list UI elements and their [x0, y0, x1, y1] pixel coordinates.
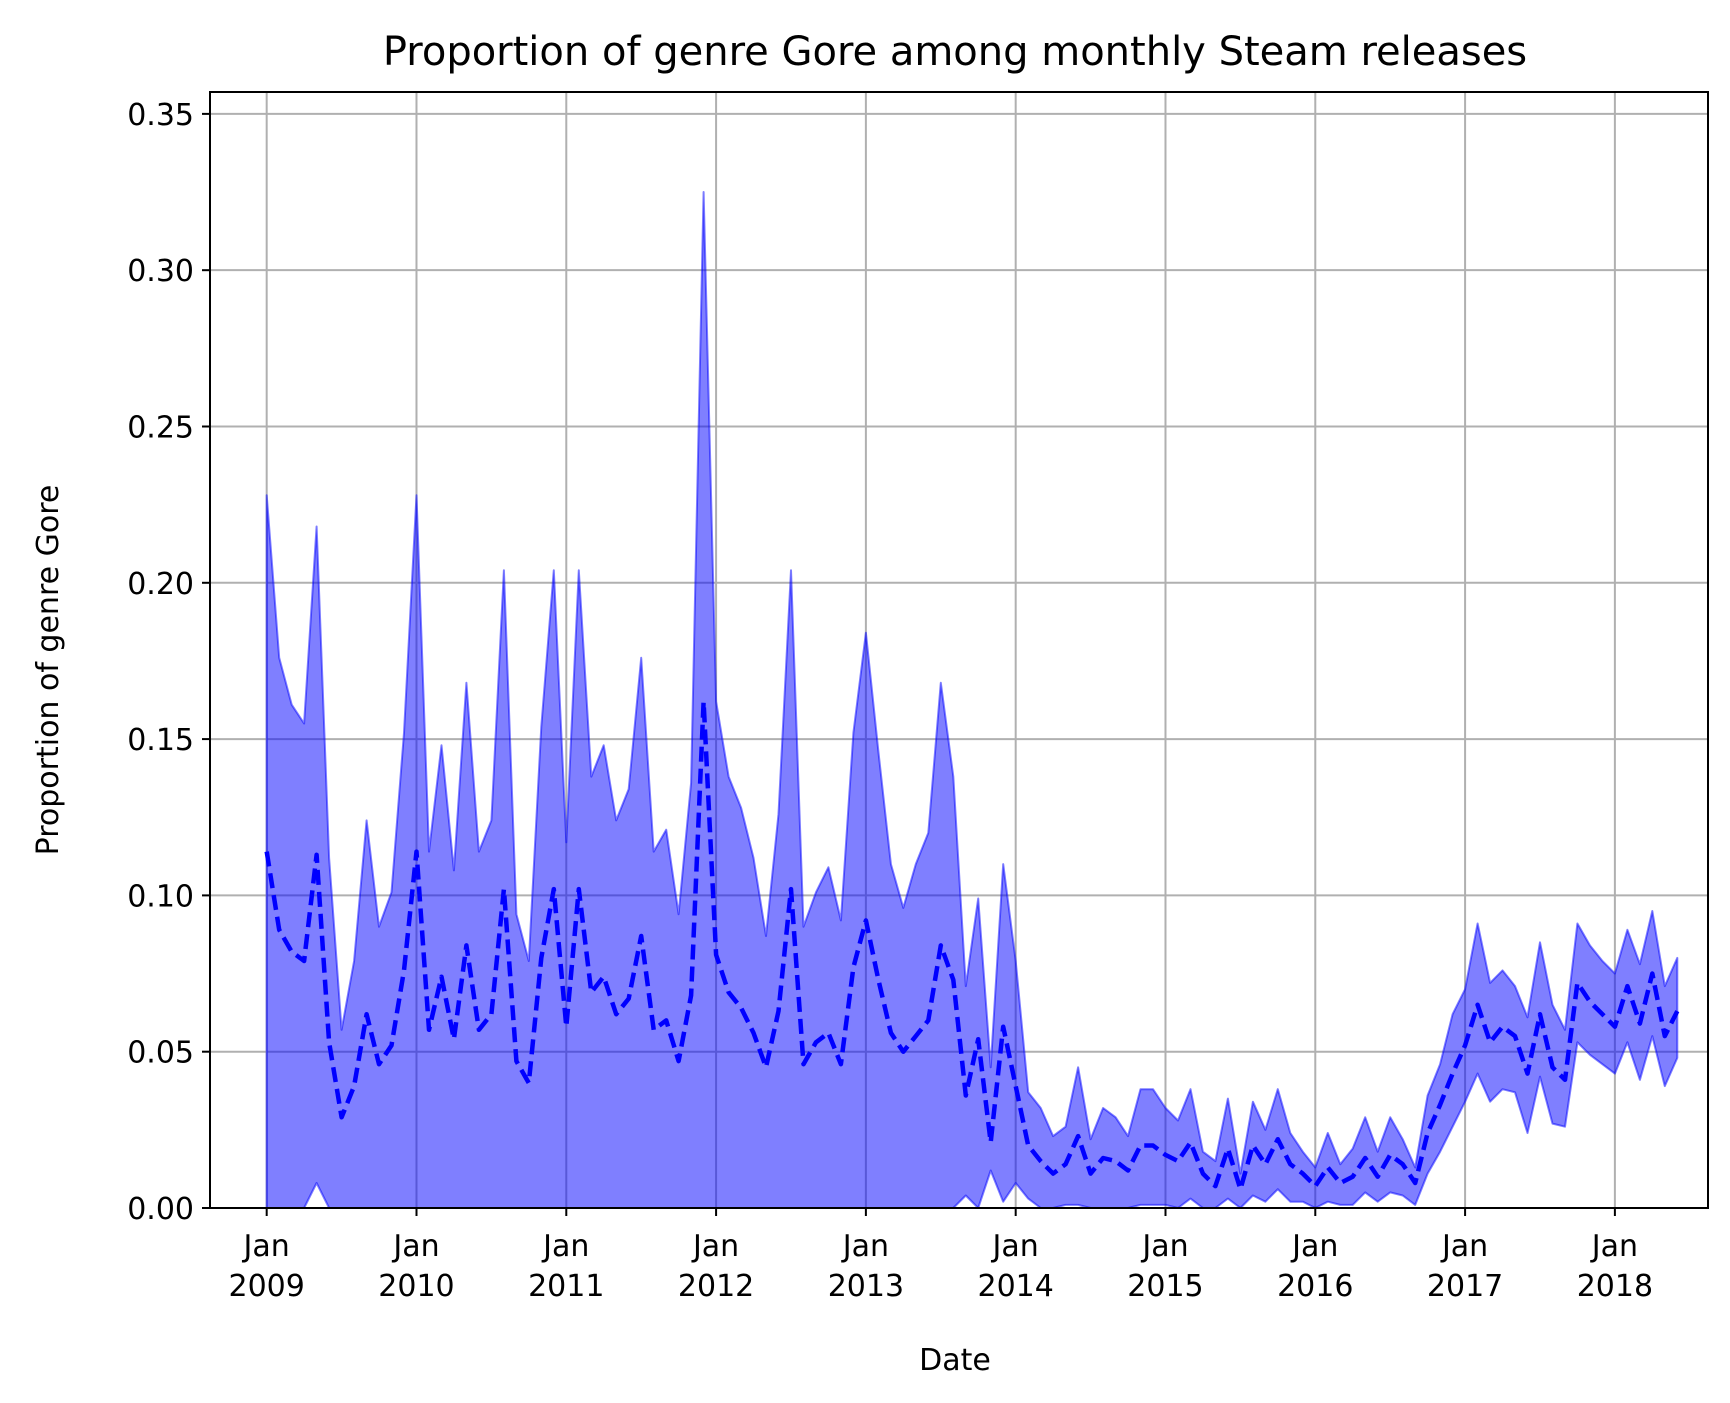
y-axis-label: Proportion of genre Gore [31, 485, 66, 856]
x-tick-label-month: Jan [391, 1229, 439, 1264]
x-tick-label-year: 2014 [978, 1269, 1054, 1304]
x-tick-label-month: Jan [691, 1229, 739, 1264]
x-tick-label-year: 2009 [229, 1269, 305, 1304]
y-tick-label: 0.20 [127, 567, 194, 602]
y-tick-label: 0.10 [127, 879, 194, 914]
x-tick-label-year: 2011 [528, 1269, 604, 1304]
y-tick-label: 0.25 [127, 410, 194, 445]
x-tick-label-month: Jan [1440, 1229, 1488, 1264]
series-dashed-line [264, 699, 1680, 1192]
y-tick-label: 0.35 [127, 98, 194, 133]
x-tick-label-year: 2017 [1427, 1269, 1503, 1304]
x-tick-label-month: Jan [1590, 1229, 1638, 1264]
x-tick-label-year: 2012 [678, 1269, 754, 1304]
x-tick-label-year: 2018 [1577, 1269, 1653, 1304]
y-tick-label: 0.00 [127, 1192, 194, 1227]
x-tick-label-month: Jan [242, 1229, 290, 1264]
plot-frame [209, 91, 1709, 1209]
series-line-group [264, 699, 1680, 1192]
y-axis: 0.00 0.05 0.10 0.15 0.20 0.25 0.30 0.35 [127, 98, 210, 1227]
x-tick-label-month: Jan [841, 1229, 889, 1264]
chart-title: Proportion of genre Gore among monthly S… [383, 29, 1527, 75]
x-axis: Jan 2009 Jan 2010 Jan 2011 Jan 2012 Jan 2013 Jan 20… [229, 1208, 1653, 1304]
x-tick-label-year: 2010 [378, 1269, 454, 1304]
x-axis-label: Date [919, 1343, 991, 1378]
y-tick-label: 0.15 [127, 723, 194, 758]
x-tick-label-month: Jan [1290, 1229, 1338, 1264]
x-tick-label-month: Jan [1140, 1229, 1188, 1264]
x-tick-label-year: 2013 [828, 1269, 904, 1304]
x-tick-label-month: Jan [541, 1229, 589, 1264]
x-tick-label-month: Jan [991, 1229, 1039, 1264]
y-tick-label: 0.05 [127, 1036, 194, 1071]
x-tick-label-year: 2015 [1127, 1269, 1203, 1304]
x-tick-label-year: 2016 [1277, 1269, 1353, 1304]
y-tick-label: 0.30 [127, 254, 194, 289]
